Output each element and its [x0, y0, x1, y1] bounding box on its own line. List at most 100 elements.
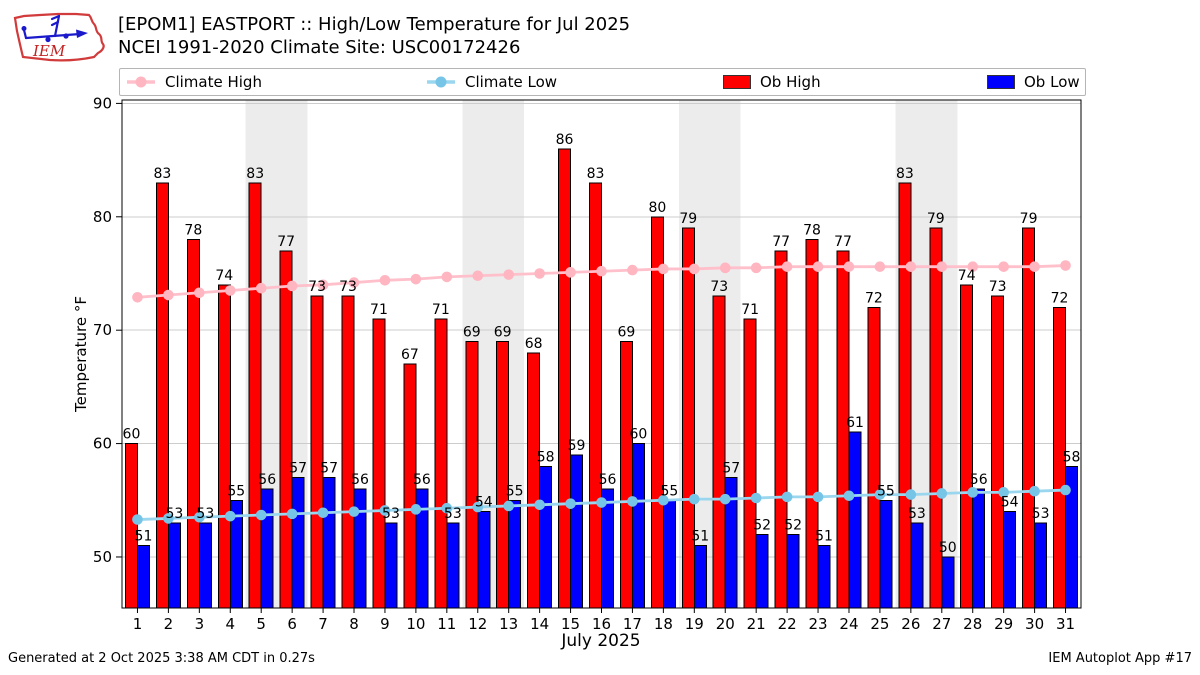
x-tick-label: 6	[287, 615, 297, 633]
climate-high-marker	[658, 263, 669, 275]
x-tick-label: 8	[349, 615, 359, 633]
ob-high-bar	[681, 227, 695, 609]
climate-high-line-swatch	[127, 76, 155, 88]
ob-high-bar	[248, 182, 262, 609]
x-tick-label: 5	[256, 615, 266, 633]
climate-high-marker	[1029, 261, 1040, 272]
x-tick-label: 21	[747, 615, 766, 633]
climate-high-marker	[441, 271, 453, 283]
climate-low-marker	[224, 510, 236, 522]
ob-low-value-label: 51	[691, 529, 709, 545]
climate-high-marker	[689, 263, 700, 275]
climate-low-marker	[627, 496, 638, 507]
ob-low-bar	[477, 511, 491, 609]
ob-high-bar	[712, 295, 726, 609]
climate-high-marker	[874, 261, 886, 272]
ob-low-bar	[198, 522, 212, 609]
ob-high-bar	[743, 318, 757, 609]
ob-low-bar	[291, 477, 305, 609]
climate-low-marker	[596, 497, 607, 508]
climate-high-marker	[286, 280, 298, 292]
ob-high-value-label: 69	[463, 325, 481, 341]
ob-high-value-label: 71	[741, 302, 759, 318]
ob-low-value-label: 51	[135, 529, 153, 545]
climate-low-marker	[874, 489, 886, 500]
ob-high-bar	[774, 250, 788, 609]
x-tick-label: 17	[623, 615, 642, 633]
ob-high-bar	[155, 182, 169, 609]
ob-low-bar	[848, 431, 862, 609]
y-tick-label: 50	[93, 548, 112, 566]
legend-item-ob-high: Ob High	[723, 69, 821, 95]
climate-low-marker	[781, 491, 793, 503]
climate-low-marker	[410, 504, 422, 515]
ob-high-bar	[465, 341, 479, 609]
ob-high-value-label: 79	[679, 211, 697, 227]
ob-low-bar	[941, 556, 955, 609]
ob-high-value-label: 69	[494, 325, 512, 341]
ob-high-bar	[991, 295, 1005, 609]
y-tick-label: 60	[93, 435, 112, 453]
climate-high-marker	[905, 261, 917, 272]
ob-low-value-label: 59	[568, 438, 586, 454]
iem-logo: IEM	[13, 12, 105, 62]
ob-high-value-label: 73	[989, 279, 1007, 295]
climate-high-marker	[534, 268, 545, 279]
ob-low-value-label: 56	[599, 472, 617, 488]
x-tick-label: 29	[994, 615, 1013, 633]
iem-logo-text: IEM	[32, 42, 66, 60]
ob-low-bar	[136, 545, 150, 609]
ob-high-value-label: 83	[246, 166, 264, 182]
iowa-outline	[13, 12, 105, 62]
ob-low-bar	[384, 522, 398, 609]
climate-high-marker	[998, 261, 1009, 272]
wind-vane-dots	[21, 26, 88, 43]
climate-low-marker	[936, 488, 948, 499]
ob-low-value-label: 56	[351, 472, 369, 488]
x-tick-label: 3	[195, 615, 205, 633]
x-tick-label: 18	[654, 615, 673, 633]
ob-low-value-label: 55	[877, 483, 895, 499]
ob-low-bar	[879, 499, 893, 609]
ob-low-value-label: 53	[196, 506, 214, 522]
ob-low-bar	[260, 488, 274, 609]
ob-high-bar	[898, 182, 912, 609]
ob-high-value-label: 83	[896, 166, 914, 182]
climate-high-marker	[317, 279, 329, 291]
ob-low-bar	[167, 522, 181, 609]
legend-label-climate-high: Climate High	[165, 73, 262, 91]
climate-high-marker	[812, 261, 824, 272]
ob-high-bar	[496, 341, 510, 609]
climate-low-marker	[255, 509, 267, 521]
y-axis-label: Temperature °F	[72, 296, 90, 412]
climate-high-marker	[843, 261, 855, 272]
x-tick-label: 31	[1056, 615, 1075, 633]
ob-high-bar	[960, 284, 974, 609]
ob-high-bar	[805, 238, 819, 609]
x-tick-label: 10	[406, 615, 425, 633]
ob-low-value-label: 50	[939, 540, 957, 556]
legend-label-ob-low: Ob Low	[1024, 73, 1080, 91]
ob-high-patch-swatch	[723, 75, 751, 89]
climate-high-marker	[132, 292, 143, 303]
climate-high-marker	[750, 262, 762, 274]
ob-high-value-label: 72	[1051, 291, 1069, 307]
x-tick-label: 14	[530, 615, 549, 633]
legend-item-ob-low: Ob Low	[987, 69, 1080, 95]
x-tick-label: 16	[592, 615, 611, 633]
ob-high-bar	[1022, 227, 1036, 609]
ob-low-value-label: 61	[846, 415, 864, 431]
climate-low-marker	[194, 511, 205, 523]
climate-low-line-swatch	[427, 76, 455, 88]
legend: Climate High Climate Low Ob High Ob Low	[119, 68, 1086, 96]
ob-high-value-label: 80	[648, 200, 666, 216]
climate-high-marker	[967, 261, 979, 272]
ob-low-value-label: 57	[289, 461, 307, 477]
climate-high-marker	[255, 282, 267, 294]
y-tick-label: 70	[93, 321, 112, 339]
ob-high-value-label: 79	[1020, 211, 1038, 227]
climate-low-marker	[348, 506, 360, 517]
ob-low-bar	[570, 454, 584, 609]
climate-high-marker	[596, 265, 607, 277]
